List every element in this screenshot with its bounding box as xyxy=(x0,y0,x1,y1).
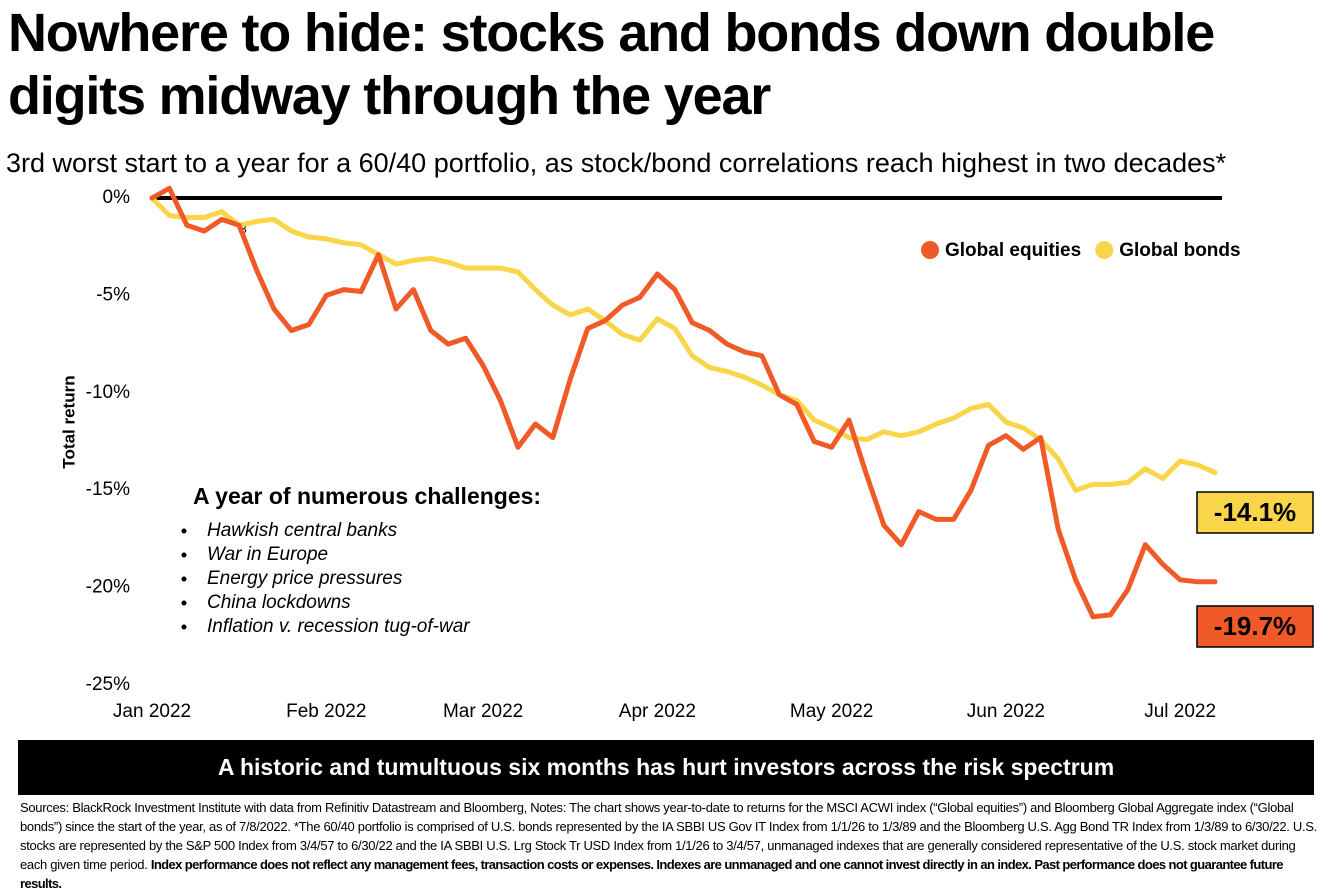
bullet xyxy=(181,576,187,582)
bullet xyxy=(181,624,187,630)
end-label-box xyxy=(1196,491,1314,534)
y-tick-label: 0% xyxy=(103,187,131,208)
sources-text: Sources: BlackRock Investment Institute … xyxy=(20,800,1317,872)
y-tick-label: -5% xyxy=(96,284,130,305)
annotation-item: Inflation v. recession tug-of-war xyxy=(207,616,470,637)
disclaimer: Index performance does not reflect any m… xyxy=(20,857,1284,891)
x-tick-label: Jul 2022 xyxy=(1144,701,1216,722)
y-tick-label: -10% xyxy=(86,382,130,403)
sources: Sources: BlackRock Investment Institute … xyxy=(20,798,1320,893)
annotation-title: A year of numerous challenges: xyxy=(193,483,541,509)
x-tick-label: Apr 2022 xyxy=(619,701,696,722)
legend-swatch xyxy=(1095,241,1114,259)
end-label-box xyxy=(1196,605,1314,648)
y-tick-label: -15% xyxy=(86,479,130,500)
y-tick-label: -20% xyxy=(86,577,130,598)
x-tick-label: May 2022 xyxy=(790,701,873,722)
bullet xyxy=(181,552,187,558)
subtitle: 3rd worst start to a year for a 60/40 po… xyxy=(6,148,1227,178)
banner-text: A historic and tumultuous six months has… xyxy=(217,754,1115,780)
x-tick-label: Jun 2022 xyxy=(967,701,1045,722)
annotation-item: Energy price pressures xyxy=(207,568,403,589)
bullet xyxy=(181,600,187,606)
legend-label: Global equities xyxy=(945,240,1081,261)
banner: A historic and tumultuous six months has… xyxy=(18,740,1314,795)
y-tick-label: -25% xyxy=(86,674,130,695)
footnote-marker: 3 xyxy=(240,222,247,236)
x-tick-label: Mar 2022 xyxy=(443,701,523,722)
end-label: -19.7% xyxy=(1214,611,1296,641)
series-line xyxy=(149,185,1218,620)
title: Nowhere to hide: stocks and bonds down d… xyxy=(8,3,1215,126)
annotation-item: War in Europe xyxy=(207,544,328,565)
x-tick-label: Feb 2022 xyxy=(286,701,366,722)
x-tick-label: Jan 2022 xyxy=(113,701,191,722)
annotation-item: Hawkish central banks xyxy=(207,520,398,541)
end-label: -14.1% xyxy=(1214,497,1296,527)
bullet xyxy=(181,528,187,534)
legend-label: Global bonds xyxy=(1119,240,1240,261)
annotation-item: China lockdowns xyxy=(207,592,351,613)
legend-swatch xyxy=(921,241,939,259)
y-axis-label: Total return xyxy=(59,375,78,468)
